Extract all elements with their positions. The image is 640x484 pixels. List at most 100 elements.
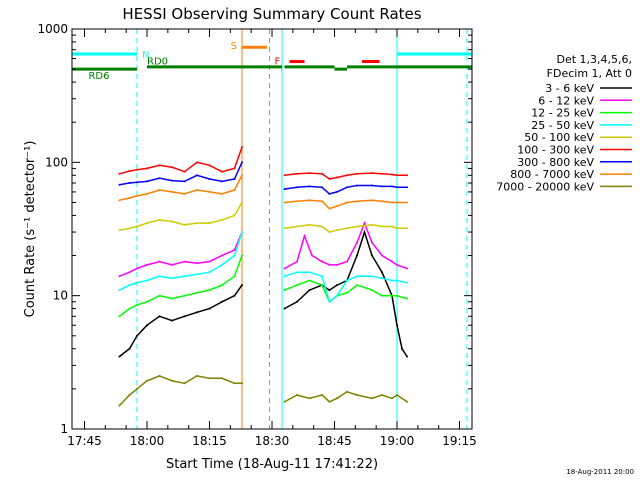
x-axis-label: Start Time (18-Aug-11 17:41:22) <box>166 457 378 472</box>
series-point-1-1-11 <box>381 254 383 257</box>
series-point-2-0-11 <box>241 254 243 257</box>
series-point-2-0-3 <box>146 300 148 303</box>
series-point-7-1-10 <box>391 201 393 204</box>
series-point-7-1-1 <box>296 200 298 203</box>
legend-label-1: 6 - 12 keV <box>538 94 594 107</box>
series-point-5-1-3 <box>321 172 323 175</box>
series-point-4-0-5 <box>171 220 173 223</box>
series-point-5-1-8 <box>371 172 373 175</box>
series-point-4-0-6 <box>183 223 186 226</box>
series-point-8-0-11 <box>241 382 243 385</box>
series-point-6-0-10 <box>233 178 236 180</box>
series-point-1-1-3 <box>311 254 313 257</box>
series-point-8-0-4 <box>158 374 161 377</box>
state-label-rd0: RD0 <box>147 57 168 68</box>
series-point-8-1-8 <box>371 397 373 400</box>
series-point-6-0-7 <box>196 174 198 177</box>
series-point-5-0-5 <box>171 166 173 169</box>
series-point-1-1-2 <box>303 235 306 237</box>
series-point-3-1-8 <box>371 275 373 278</box>
state-label-n: N <box>142 50 149 61</box>
series-point-1-0-9 <box>221 254 223 257</box>
series-point-3-0-10 <box>233 254 236 257</box>
series-point-3-1-2 <box>308 271 311 274</box>
series-point-3-0-3 <box>146 279 148 282</box>
series-line-0-1 <box>284 229 408 357</box>
series-point-6-0-0 <box>118 183 121 186</box>
series-point-8-0-1 <box>128 394 131 396</box>
legend-label-0: 3 - 6 keV <box>545 82 594 95</box>
series-point-0-0-6 <box>183 315 186 318</box>
series-point-6-1-12 <box>406 186 408 189</box>
legend-label-6: 300 - 800 keV <box>517 156 594 169</box>
series-point-7-0-10 <box>233 189 236 191</box>
series-point-2-0-10 <box>233 275 236 278</box>
series-point-8-1-1 <box>296 394 298 396</box>
series-point-7-0-2 <box>136 194 138 197</box>
series-line-6-1 <box>284 184 407 195</box>
series-line-0-0 <box>119 284 243 358</box>
series-point-2-1-2 <box>308 279 311 282</box>
series-point-6-0-4 <box>158 177 161 180</box>
series-point-0-0-3 <box>146 324 148 327</box>
series-point-4-0-7 <box>196 222 198 225</box>
series-point-8-0-10 <box>233 382 236 385</box>
series-point-6-1-6 <box>346 186 348 189</box>
series-point-8-0-0 <box>118 404 121 407</box>
series-point-8-1-4 <box>328 400 331 403</box>
series-point-4-0-2 <box>136 225 138 228</box>
series-point-6-0-5 <box>171 179 173 182</box>
series-point-3-1-5 <box>336 294 338 297</box>
series-point-2-0-1 <box>128 307 131 310</box>
series-point-2-0-8 <box>208 289 211 292</box>
series-point-7-1-0 <box>283 201 286 204</box>
series-point-6-0-8 <box>208 178 211 180</box>
series-line-1-1 <box>284 221 408 270</box>
series-point-0-1-14 <box>406 355 408 358</box>
series-point-8-0-6 <box>183 382 186 385</box>
series-point-0-1-8 <box>363 231 366 234</box>
series-point-5-0-4 <box>158 164 161 167</box>
series-point-4-1-5 <box>336 229 338 232</box>
series-point-2-1-9 <box>381 294 383 297</box>
series-point-5-0-9 <box>221 170 223 173</box>
plot-frame <box>71 28 473 430</box>
series-point-1-1-4 <box>321 260 323 263</box>
series-point-7-1-9 <box>381 200 383 203</box>
series-point-5-1-5 <box>336 176 338 179</box>
series-point-3-1-1 <box>296 271 298 274</box>
series-point-3-1-10 <box>391 279 393 282</box>
series-point-2-1-1 <box>296 284 298 287</box>
x-tick-label-3: 18:30 <box>255 434 290 448</box>
series-point-1-0-6 <box>183 260 186 263</box>
series-point-5-1-4 <box>328 178 331 180</box>
series-point-7-0-4 <box>158 189 161 191</box>
series-line-8-0 <box>118 375 242 407</box>
series-point-0-1-4 <box>328 289 331 292</box>
series-point-3-0-5 <box>171 277 173 280</box>
series-point-7-1-3 <box>321 200 323 203</box>
series-point-8-1-2 <box>308 397 311 400</box>
legend-label-8: 7000 - 20000 keV <box>496 180 594 193</box>
series-point-4-1-3 <box>321 225 323 228</box>
series-point-0-0-2 <box>136 334 138 337</box>
x-tick-label-1: 18:00 <box>130 434 165 448</box>
series-point-6-1-1 <box>296 186 298 189</box>
series-point-7-1-12 <box>406 201 408 204</box>
series-point-3-0-7 <box>196 273 198 276</box>
series-point-6-1-5 <box>336 190 338 193</box>
series-point-1-1-14 <box>406 267 408 270</box>
series-point-1-1-1 <box>296 260 298 263</box>
series-point-4-0-4 <box>158 218 161 221</box>
series-line-7-0 <box>119 174 243 201</box>
series-point-2-1-12 <box>406 297 408 300</box>
series-point-4-1-8 <box>371 223 373 226</box>
series-point-3-1-4 <box>328 300 331 303</box>
series-point-5-0-8 <box>208 164 211 167</box>
series-point-7-1-2 <box>308 199 311 202</box>
y-tick-label-2: 100 <box>45 155 68 169</box>
series-point-1-1-0 <box>283 267 286 270</box>
series-point-4-0-3 <box>146 222 148 225</box>
series-point-0-0-0 <box>118 355 121 358</box>
state-label-f: F <box>275 57 281 68</box>
